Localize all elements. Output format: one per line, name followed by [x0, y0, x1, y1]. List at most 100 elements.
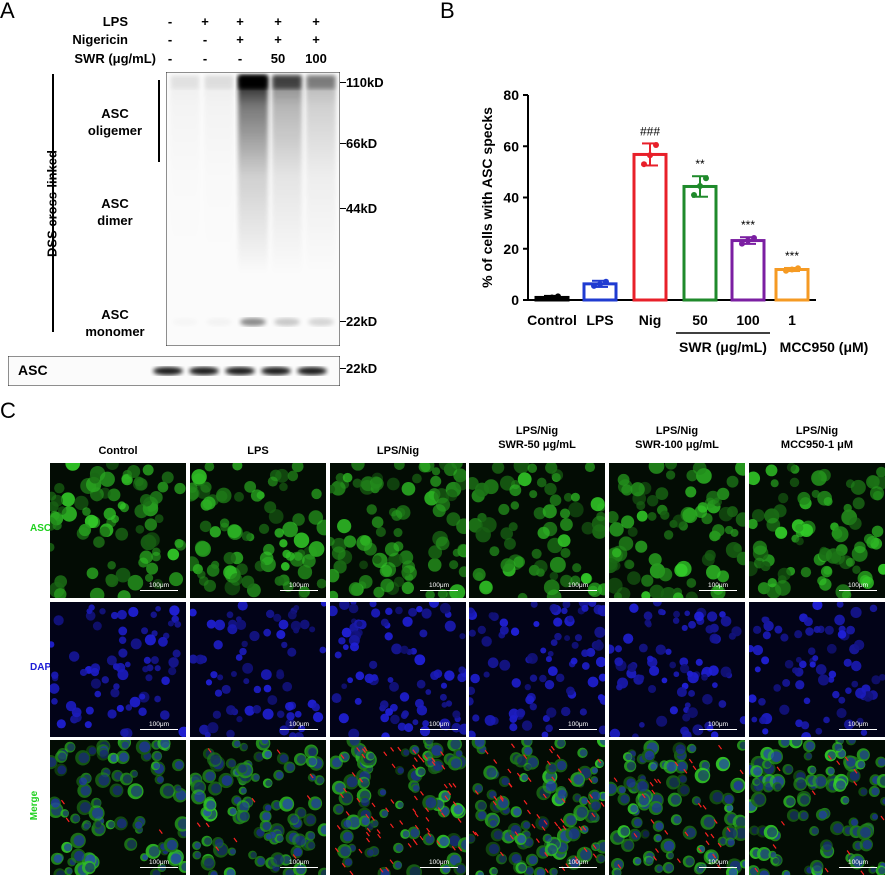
significance-label: *** [785, 249, 799, 263]
high-mw-band [273, 75, 301, 89]
data-point [783, 268, 789, 274]
loading-band [153, 367, 183, 375]
micrograph: 100μm [190, 463, 326, 598]
micrograph: 100μm [50, 463, 186, 598]
scale-bar: 100μm [420, 582, 458, 591]
treatment-row-label: SWR (μg/mL) [48, 51, 156, 66]
category-label: LPS [586, 312, 613, 328]
asc-speck-bar-chart: 0 20 40 60 80 % of cells with ASC specks Contr… [440, 60, 886, 390]
data-point [751, 235, 757, 241]
data-point [653, 142, 659, 148]
scale-bar: 100μm [280, 859, 318, 868]
column-title: LPS/Nig SWR-100 μg/mL [609, 424, 745, 452]
data-point [745, 238, 751, 244]
scale-bar: 100μm [839, 582, 877, 591]
data-point [555, 293, 561, 299]
column-title: LPS [190, 444, 326, 458]
treatment-value: 50 [266, 51, 290, 66]
data-point [795, 265, 801, 271]
treatment-value: - [193, 51, 217, 66]
scale-bar: 100μm [420, 859, 458, 868]
y-tick-label: 40 [503, 190, 519, 206]
scale-bar: 100μm [699, 859, 737, 868]
marker-66kD: 66kD [346, 136, 377, 151]
treatment-row-label: LPS [44, 14, 128, 29]
bar [684, 186, 716, 300]
scale-bar: 100μm [699, 721, 737, 730]
oligomer-smear [204, 76, 234, 276]
scale-bar: 100μm [140, 721, 178, 730]
data-point [703, 175, 709, 181]
micrograph: 100μm [330, 740, 466, 875]
treatment-value: - [228, 51, 252, 66]
micrograph: 100μm [190, 602, 326, 737]
y-tick-label: 0 [511, 292, 519, 308]
data-point [603, 279, 609, 285]
treatment-value: + [266, 14, 290, 29]
category-label: 1 [788, 312, 796, 328]
row-label: ASC [30, 523, 51, 534]
micrograph: 100μm [190, 740, 326, 875]
micrograph: 100μm [50, 602, 186, 737]
band-label-monomer: ASC monomer [80, 306, 150, 340]
treatment-value: + [304, 14, 328, 29]
scale-bar: 100μm [559, 582, 597, 591]
category-label: 50 [692, 312, 708, 328]
data-point [739, 241, 745, 247]
micrograph: 100μm [749, 602, 885, 737]
scale-bar: 100μm [140, 859, 178, 868]
data-point [597, 281, 603, 287]
data-point [691, 192, 697, 198]
group-label: MCC950 (μM) [780, 339, 869, 355]
micrograph: 100μm [469, 463, 605, 598]
treatment-value: 100 [304, 51, 328, 66]
y-tick-label: 20 [503, 241, 519, 257]
loading-band [189, 367, 219, 375]
treatment-value: + [266, 32, 290, 47]
bar [732, 241, 764, 300]
oligomer-smear [238, 76, 268, 276]
western-blot-loading [8, 356, 340, 386]
micrograph: 100μm [469, 740, 605, 875]
scale-bar: 100μm [559, 721, 597, 730]
micrograph: 100μm [469, 602, 605, 737]
panel-c-letter: C [0, 398, 16, 424]
category-label: Control [527, 312, 577, 328]
scale-bar: 100μm [839, 859, 877, 868]
scale-bar: 100μm [280, 721, 318, 730]
treatment-value: + [228, 32, 252, 47]
y-tick-label: 80 [503, 87, 519, 103]
treatment-value: - [193, 32, 217, 47]
high-mw-band [205, 75, 233, 89]
category-label: 100 [736, 312, 760, 328]
high-mw-band [307, 75, 335, 89]
bar [776, 270, 808, 300]
band-label-oligomer: ASC oligemer [80, 105, 150, 139]
treatment-value: - [158, 14, 182, 29]
y-axis-title: % of cells with ASC specks [479, 107, 495, 288]
data-point [543, 295, 549, 301]
data-point [591, 283, 597, 289]
scale-bar: 100μm [420, 721, 458, 730]
micrograph: 100μm [609, 602, 745, 737]
treatment-value: - [158, 51, 182, 66]
data-point [697, 183, 703, 189]
bar [634, 154, 666, 300]
significance-label: *** [741, 218, 755, 232]
column-title: LPS/Nig SWR-50 μg/mL [469, 424, 605, 452]
monomer-band [172, 318, 198, 326]
column-title: Control [50, 444, 186, 458]
treatment-value: + [228, 14, 252, 29]
scale-bar: 100μm [280, 582, 318, 591]
high-mw-band [239, 75, 267, 89]
micrograph: 100μm [330, 602, 466, 737]
panel-b-letter: B [440, 0, 455, 24]
group-label: SWR (μg/mL) [679, 339, 767, 355]
loading-band [261, 367, 291, 375]
high-mw-band [171, 75, 199, 89]
treatment-value: + [304, 32, 328, 47]
marker-44kD: 44kD [346, 201, 377, 216]
loading-label: ASC [18, 362, 48, 378]
treatment-value: + [193, 14, 217, 29]
monomer-band [274, 318, 300, 326]
